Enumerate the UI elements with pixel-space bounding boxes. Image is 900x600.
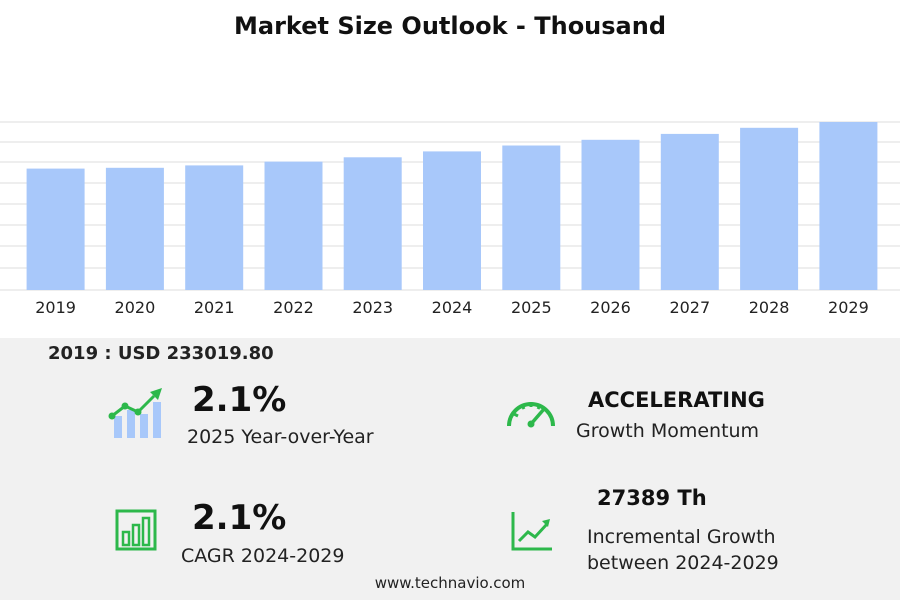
line-growth-icon [511,512,552,551]
cagr-value: 2.1% [192,498,287,538]
x-tick-label: 2024 [432,298,473,317]
stats-panel: 2019 : USD 233019.80 2.1% 2025 Year-over… [0,338,900,600]
base-year-value: 2019 : USD 233019.80 [48,343,274,364]
x-tick-label: 2025 [511,298,552,317]
yoy-label: 2025 Year-over-Year [187,426,374,448]
momentum-label: Growth Momentum [576,420,760,442]
incremental-label-line1: Incremental Growth [587,526,776,548]
chart-title: Market Size Outlook - Thousand [233,12,667,40]
x-tick-label: 2019 [35,298,76,317]
bar-chart-icon [115,509,157,551]
bar-2025 [502,145,561,290]
footer-url: www.technavio.com [374,574,526,592]
x-tick-label: 2020 [115,298,156,317]
momentum-value: ACCELERATING [588,388,765,412]
x-tick-label: 2022 [273,298,314,317]
bar-2020 [105,167,164,290]
x-axis-labels: 2019 2020 2021 2022 2023 2024 2025 2026 2027 2028… [35,298,869,317]
bar-chart: 2019 2020 2021 2022 2023 2024 2025 2026 2027 2028… [0,121,900,317]
bar-2029 [819,122,878,290]
speedometer-icon [507,402,555,428]
cagr-label: CAGR 2024-2029 [181,545,345,567]
x-tick-label: 2021 [194,298,235,317]
bar-2023 [343,157,402,290]
x-tick-label: 2027 [669,298,710,317]
bar-2026 [581,139,640,290]
bar-2021 [185,165,244,290]
yoy-value: 2.1% [192,380,287,420]
bar-2024 [423,151,481,290]
bar-growth-chart-icon [108,388,162,438]
incremental-value: 27389 Th [597,486,707,510]
bar-2028 [740,127,799,290]
bar-2027 [660,133,719,290]
incremental-label-line2: between 2024-2029 [587,552,779,574]
bars [26,122,878,290]
bar-2019 [26,168,85,290]
x-tick-label: 2023 [352,298,393,317]
x-tick-label: 2026 [590,298,631,317]
x-tick-label: 2029 [828,298,869,317]
x-tick-label: 2028 [749,298,790,317]
bar-2022 [264,161,323,290]
